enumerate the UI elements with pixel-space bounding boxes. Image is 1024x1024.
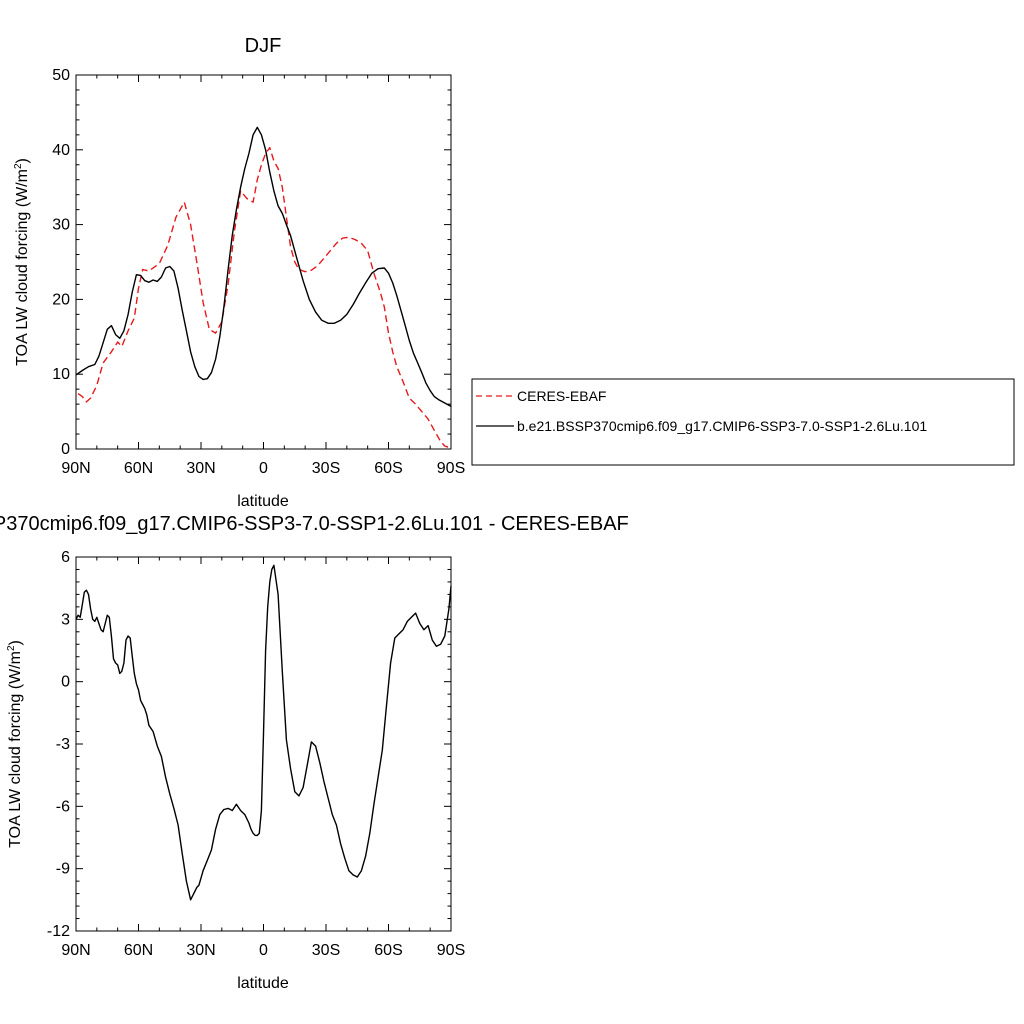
y-tick-label: 6 bbox=[61, 549, 70, 566]
y-axis-label-bottom: TOA LW cloud forcing (W/m2) bbox=[6, 640, 24, 848]
legend-box bbox=[471, 378, 1015, 466]
x-tick-label: 30S bbox=[312, 460, 340, 477]
series-lines-bottom bbox=[75, 564, 452, 901]
legend-label-model: b.e21.BSSP370cmip6.f09_g17.CMIP6-SSP3-7.… bbox=[517, 418, 927, 434]
x-tick-label: 60N bbox=[124, 460, 153, 477]
y-tick-label: 10 bbox=[52, 366, 70, 383]
y-axis-top: 0 10 20 30 40 50 bbox=[52, 67, 451, 458]
panel-djf: DJF 0 10 20 30 40 50 90N 60N 30N 0 30S 60S 90S lati… bbox=[13, 35, 465, 510]
y-tick-label: 30 bbox=[52, 217, 70, 234]
x-tick-label: 90N bbox=[61, 942, 90, 959]
y-tick-label: -6 bbox=[56, 798, 70, 815]
y-axis-bottom: -12 -9 -6 -3 0 3 6 bbox=[47, 549, 451, 940]
y-axis-label-top: TOA LW cloud forcing (W/m2) bbox=[13, 158, 31, 366]
x-tick-label: 90S bbox=[437, 942, 465, 959]
legend-label-ceres-ebaf: CERES-EBAF bbox=[517, 388, 606, 404]
x-tick-label: 30N bbox=[186, 460, 215, 477]
y-tick-label: 50 bbox=[52, 67, 70, 84]
x-tick-label: 0 bbox=[259, 460, 268, 477]
x-axis-label-top: latitude bbox=[237, 493, 289, 510]
x-axis-top: 90N 60N 30N 0 30S 60S 90S bbox=[61, 75, 465, 477]
x-axis-bottom: 90N 60N 30N 0 30S 60S 90S bbox=[61, 557, 465, 959]
y-tick-label: -3 bbox=[56, 736, 70, 753]
y-tick-label: 40 bbox=[52, 142, 70, 159]
y-tick-label: -9 bbox=[56, 861, 70, 878]
y-tick-label: -12 bbox=[47, 923, 70, 940]
x-tick-label: 60S bbox=[374, 460, 402, 477]
x-tick-label: 90S bbox=[437, 460, 465, 477]
x-tick-label: 30N bbox=[186, 942, 215, 959]
y-tick-label: 20 bbox=[52, 291, 70, 308]
series-line-b-e21-bssp370cmip6-f09-g17-cmip6-ssp3-7-0-ssp1-2-6lu-101 bbox=[75, 126, 452, 408]
y-tick-label: 3 bbox=[61, 611, 70, 628]
series-line-difference bbox=[75, 564, 452, 901]
y-tick-label: 0 bbox=[61, 674, 70, 691]
x-tick-label: 60S bbox=[374, 942, 402, 959]
chart-title-djf: DJF bbox=[245, 35, 282, 57]
x-tick-label: 0 bbox=[259, 942, 268, 959]
x-tick-label: 30S bbox=[312, 942, 340, 959]
legend: CERES-EBAF b.e21.BSSP370cmip6.f09_g17.CM… bbox=[471, 378, 1015, 466]
plot-frame-top bbox=[75, 74, 452, 450]
x-tick-label: 60N bbox=[124, 942, 153, 959]
series-line-ceres-ebaf bbox=[77, 146, 450, 449]
x-tick-label: 90N bbox=[61, 460, 90, 477]
series-lines-top bbox=[75, 126, 452, 449]
panel-difference: b.e21.BSSP370cmip6.f09_g17.CMIP6-SSP3-7.… bbox=[0, 513, 629, 992]
y-tick-label: 0 bbox=[61, 441, 70, 458]
x-axis-label-bottom: latitude bbox=[237, 975, 289, 992]
chart-title-difference: b.e21.BSSP370cmip6.f09_g17.CMIP6-SSP3-7.… bbox=[0, 513, 629, 535]
